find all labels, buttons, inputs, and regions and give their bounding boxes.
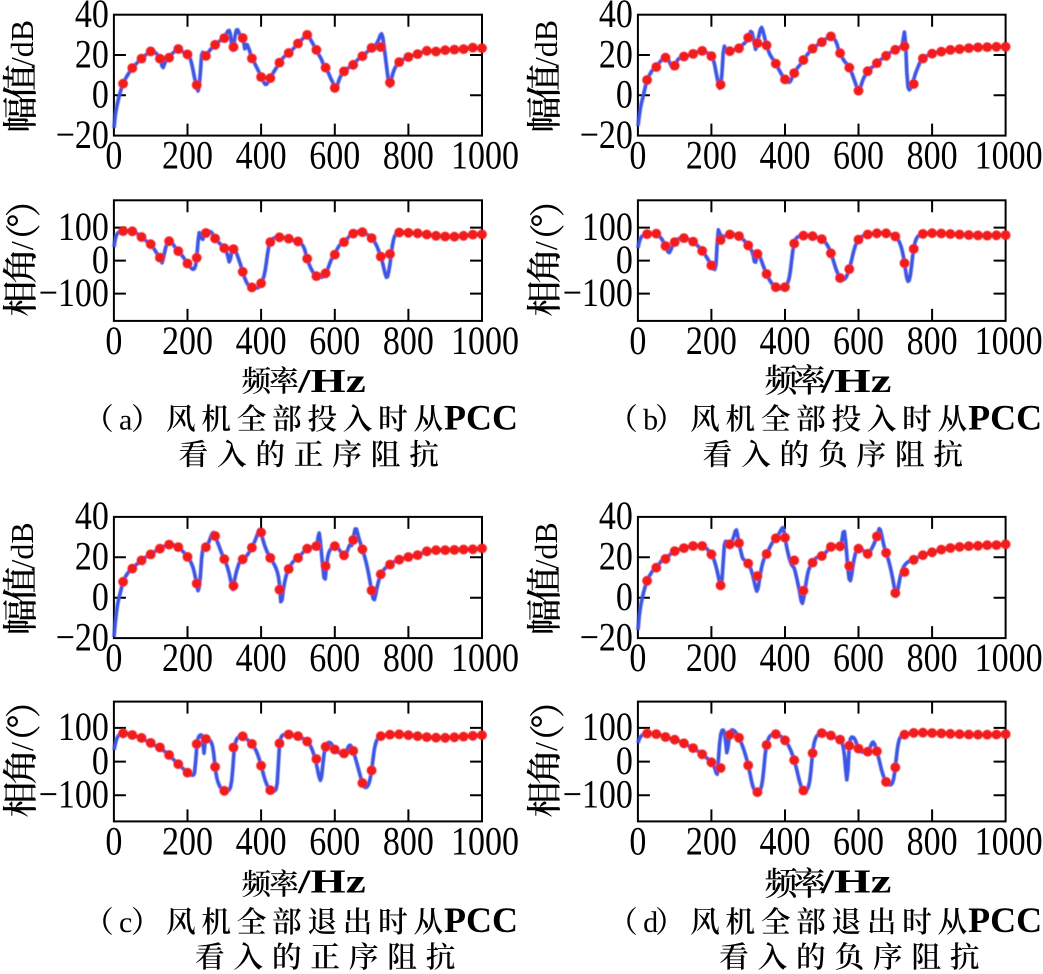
svg-text:600: 600 [833, 134, 884, 178]
svg-text:600: 600 [309, 320, 360, 364]
svg-text:d: d [643, 906, 658, 939]
svg-text:200: 200 [162, 320, 213, 364]
svg-text:0: 0 [616, 238, 633, 282]
svg-text:800: 800 [907, 134, 958, 178]
svg-text:/Hz: /Hz [820, 862, 892, 900]
svg-text:100: 100 [58, 706, 109, 750]
svg-text:0: 0 [616, 576, 633, 620]
svg-text:c: c [119, 906, 132, 939]
svg-text:/dB: /dB [4, 20, 40, 66]
svg-text:600: 600 [833, 320, 884, 364]
svg-text:600: 600 [309, 820, 360, 864]
svg-text:0: 0 [92, 576, 109, 620]
svg-text:−20: −20 [56, 616, 109, 660]
svg-text:200: 200 [162, 637, 213, 681]
svg-text:PCC: PCC [444, 397, 518, 437]
svg-text:a: a [119, 403, 132, 436]
svg-text:/Hz: /Hz [297, 361, 366, 399]
svg-text:400: 400 [760, 134, 811, 178]
svg-text:/Hz: /Hz [297, 862, 366, 900]
svg-text:−100: −100 [39, 271, 109, 315]
svg-text:−100: −100 [39, 773, 109, 817]
svg-text:1000: 1000 [975, 320, 1043, 364]
svg-text:0: 0 [105, 637, 122, 681]
svg-text:100: 100 [582, 706, 633, 750]
svg-text:800: 800 [383, 134, 434, 178]
svg-text:200: 200 [162, 820, 213, 864]
svg-text:20: 20 [75, 33, 109, 77]
svg-text:0: 0 [92, 739, 109, 783]
svg-text:0: 0 [105, 134, 122, 178]
svg-text:600: 600 [833, 637, 884, 681]
svg-text:400: 400 [760, 320, 811, 364]
svg-text:0: 0 [105, 320, 122, 364]
svg-text:0: 0 [616, 73, 633, 117]
svg-text:PCC: PCC [968, 900, 1042, 940]
svg-text:800: 800 [383, 637, 434, 681]
svg-text:/: / [528, 241, 564, 250]
svg-text:/dB: /dB [4, 522, 40, 568]
svg-text:1000: 1000 [975, 820, 1043, 864]
svg-text:400: 400 [236, 320, 287, 364]
svg-text:600: 600 [833, 820, 884, 864]
svg-text:−100: −100 [563, 773, 633, 817]
svg-text:−20: −20 [580, 113, 633, 157]
svg-text:20: 20 [599, 535, 633, 579]
svg-text:PCC: PCC [444, 900, 518, 940]
svg-text:40: 40 [599, 0, 633, 37]
svg-text:800: 800 [907, 637, 958, 681]
svg-text:200: 200 [162, 134, 213, 178]
svg-text:800: 800 [383, 820, 434, 864]
svg-text:20: 20 [75, 535, 109, 579]
svg-text:0: 0 [616, 739, 633, 783]
svg-text:600: 600 [309, 637, 360, 681]
svg-text:−20: −20 [580, 616, 633, 660]
svg-text:0: 0 [629, 820, 646, 864]
svg-text:400: 400 [236, 637, 287, 681]
svg-text:400: 400 [236, 134, 287, 178]
svg-text:200: 200 [686, 637, 737, 681]
svg-text:200: 200 [686, 820, 737, 864]
svg-text:0: 0 [629, 320, 646, 364]
svg-text:1000: 1000 [451, 134, 519, 178]
svg-text:1000: 1000 [451, 637, 519, 681]
svg-text:0: 0 [92, 238, 109, 282]
svg-text:1000: 1000 [451, 820, 519, 864]
svg-text:100: 100 [58, 205, 109, 249]
svg-text:0: 0 [105, 820, 122, 864]
svg-text:1000: 1000 [975, 637, 1043, 681]
svg-text:40: 40 [75, 0, 109, 37]
svg-text:800: 800 [383, 320, 434, 364]
svg-text:0: 0 [92, 73, 109, 117]
svg-text:1000: 1000 [451, 320, 519, 364]
svg-text:400: 400 [760, 820, 811, 864]
svg-text:400: 400 [236, 820, 287, 864]
svg-text:/dB: /dB [528, 20, 564, 66]
svg-text:1000: 1000 [975, 134, 1043, 178]
svg-text:PCC: PCC [968, 397, 1042, 437]
svg-text:/: / [528, 742, 564, 751]
svg-text:800: 800 [907, 820, 958, 864]
svg-text:40: 40 [599, 495, 633, 539]
svg-text:−100: −100 [563, 271, 633, 315]
svg-text:−20: −20 [56, 113, 109, 157]
svg-text:b: b [643, 403, 658, 436]
svg-text:400: 400 [760, 637, 811, 681]
svg-text:0: 0 [629, 637, 646, 681]
svg-text:40: 40 [75, 495, 109, 539]
svg-text:20: 20 [599, 33, 633, 77]
svg-text:/dB: /dB [528, 522, 564, 568]
svg-text:200: 200 [686, 320, 737, 364]
svg-text:/Hz: /Hz [820, 361, 892, 399]
svg-text:800: 800 [907, 320, 958, 364]
svg-text:100: 100 [582, 205, 633, 249]
svg-text:200: 200 [686, 134, 737, 178]
svg-text:/: / [4, 241, 40, 250]
svg-text:600: 600 [309, 134, 360, 178]
svg-text:/: / [4, 742, 40, 751]
svg-text:0: 0 [629, 134, 646, 178]
